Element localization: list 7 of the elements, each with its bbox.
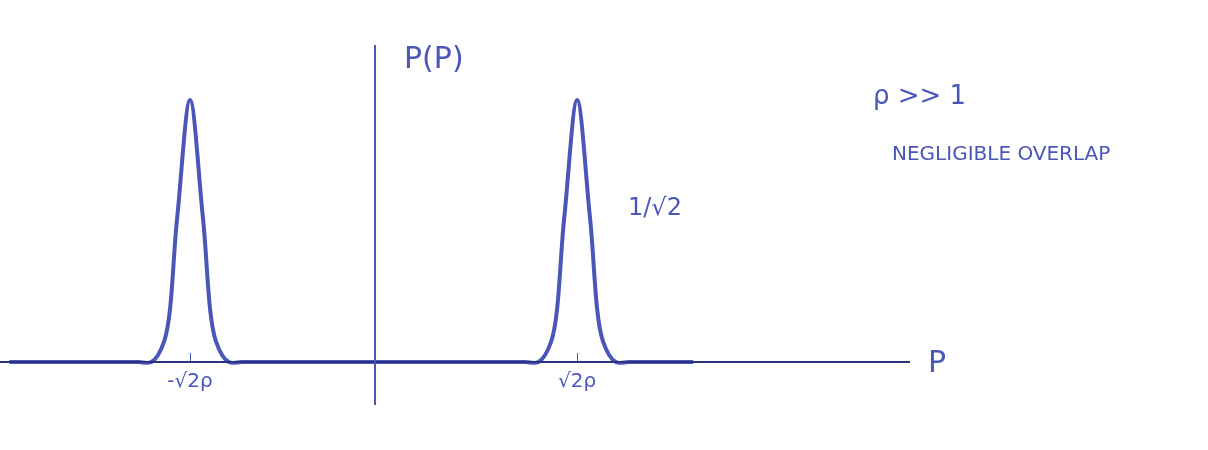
text: P xyxy=(928,344,947,379)
text: NEGLIGIBLE OVERLAP xyxy=(892,141,1111,165)
x-tick-label: √2ρ xyxy=(558,368,597,393)
x-tick-label: -√2ρ xyxy=(167,368,213,393)
y-axis-title: P(P) xyxy=(404,40,464,75)
text: ρ >> 1 xyxy=(873,80,967,110)
annotation: 1/√2 xyxy=(628,193,682,221)
